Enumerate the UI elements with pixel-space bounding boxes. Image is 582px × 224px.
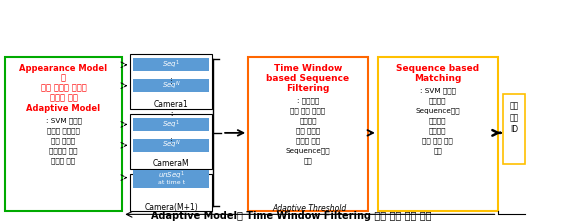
Bar [133,58,209,71]
Bar [503,94,526,164]
Text: 동일 객체일: 동일 객체일 [296,128,320,134]
Text: based Sequence: based Sequence [267,74,350,83]
Text: 임계치 결정: 임계치 결정 [51,157,76,164]
Bar [130,114,212,169]
Text: CameraM: CameraM [153,159,190,168]
Text: 유사도를: 유사도를 [429,118,446,124]
Text: 동일: 동일 [510,101,519,110]
Bar [133,170,209,187]
Text: Adaptive Threshold: Adaptive Threshold [273,204,347,213]
Text: 및: 및 [61,74,66,83]
Bar [5,57,122,211]
Bar [133,118,209,131]
Text: 동일 객체 여부: 동일 객체 여부 [423,138,453,144]
Text: Adaptive Model: Adaptive Model [27,103,101,112]
Text: 동일 객체를: 동일 객체를 [51,138,76,144]
Text: : 카메라간: : 카메라간 [297,98,319,104]
Text: at time t: at time t [158,180,185,185]
Text: 비교하여: 비교하여 [429,128,446,134]
Text: 판단: 판단 [433,147,442,154]
Text: Adaptive Model과 Time Window Filtering 기반 인식 기술 개요: Adaptive Model과 Time Window Filtering 기반… [151,211,431,221]
Text: ⋮: ⋮ [168,77,175,83]
Text: : SVM 분류기: : SVM 분류기 [420,88,456,95]
Text: 통하여 카메라간: 통하여 카메라간 [47,128,80,134]
Bar [248,57,368,211]
Text: 확률이 높은: 확률이 높은 [296,138,320,144]
Text: 기반으로: 기반으로 [299,118,317,124]
Text: Sequence들의: Sequence들의 [416,108,460,114]
Text: Camera1: Camera1 [154,99,189,109]
Text: Time Window: Time Window [274,64,342,73]
Text: Sequence based: Sequence based [396,64,479,73]
Bar [130,174,212,211]
Text: $\it{Seq}^N$: $\it{Seq}^N$ [162,80,181,92]
Text: ID: ID [510,125,519,134]
Text: 기반으로: 기반으로 [429,98,446,104]
Text: 객체 이동 시간을: 객체 이동 시간을 [290,108,325,114]
Text: Matching: Matching [414,74,462,83]
Bar [130,54,212,109]
Bar [378,57,498,211]
Text: Camera(M+1): Camera(M+1) [144,203,198,212]
Text: $\it{unSeq}^1$: $\it{unSeq}^1$ [158,169,185,182]
Text: 선별: 선별 [304,157,313,164]
Text: $\it{Seq}^N$: $\it{Seq}^N$ [162,139,181,151]
Text: 동일 객체의 유사도: 동일 객체의 유사도 [41,84,86,93]
Text: ⋮: ⋮ [168,137,175,143]
Text: : SVM 학습을: : SVM 학습을 [45,118,81,124]
Text: 판단하기 위한: 판단하기 위한 [49,147,78,154]
Text: $\it{Seq}^1$: $\it{Seq}^1$ [162,118,180,131]
Text: ⋮: ⋮ [167,108,176,116]
Text: $\it{Seq}^1$: $\it{Seq}^1$ [162,59,180,71]
Bar [133,139,209,152]
Text: Appearance Model: Appearance Model [19,64,108,73]
Bar [133,79,209,92]
Text: Sequence를를: Sequence를를 [286,147,330,154]
Text: 판단을 위한: 판단을 위한 [49,94,77,103]
Text: Filtering: Filtering [286,84,329,93]
Text: 객체: 객체 [510,114,519,123]
